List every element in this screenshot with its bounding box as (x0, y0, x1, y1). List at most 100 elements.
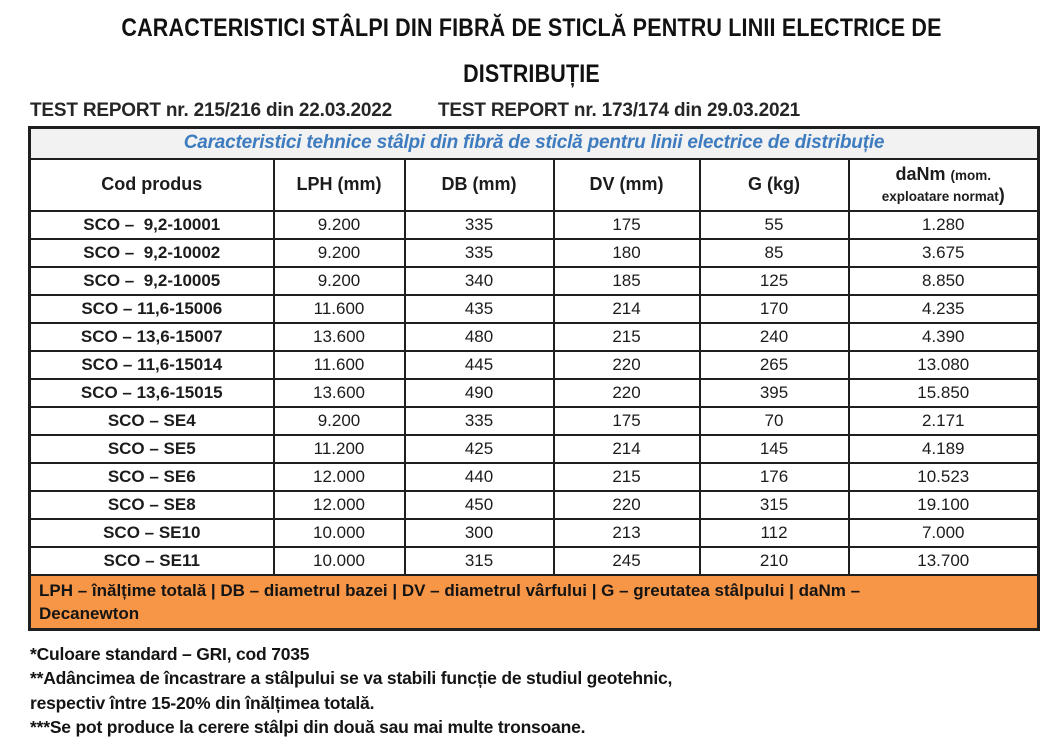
value-cell: 220 (552, 349, 701, 380)
value-cell: 220 (552, 489, 701, 520)
value-cell: 12.000 (272, 461, 406, 492)
value-cell: 2.171 (847, 405, 1040, 436)
value-cell: 335 (403, 237, 555, 268)
table-caption-row: Caracteristici tehnice stâlpi din fibră … (28, 126, 1040, 160)
value-cell: 10.000 (272, 545, 406, 576)
value-cell: 240 (698, 321, 850, 352)
value-cell: 335 (403, 209, 555, 240)
col-header-danm: daNm (mom. exploatare normat) (847, 157, 1040, 212)
table-caption: Caracteristici tehnice stâlpi din fibră … (28, 126, 1040, 160)
value-cell: 185 (552, 265, 701, 296)
product-code-cell: SCO – 13,6-15007 (28, 321, 275, 352)
document-title: CARACTERISTICI STÂLPI DIN FIBRĂ DE STICL… (0, 0, 1063, 97)
value-cell: 210 (698, 545, 850, 576)
col-header-cod-produs: Cod produs (28, 157, 275, 212)
product-code-cell: SCO – 9,2-10005 (28, 265, 275, 296)
value-cell: 10.000 (272, 517, 406, 548)
value-cell: 265 (698, 349, 850, 380)
value-cell: 85 (698, 237, 850, 268)
product-code-cell: SCO – 9,2-10002 (28, 237, 275, 268)
table-legend-row: LPH – înălțime totală | DB – diametrul b… (28, 573, 1040, 630)
value-cell: 490 (403, 377, 555, 408)
value-cell: 215 (552, 321, 701, 352)
danm-label: daNm (895, 163, 946, 184)
value-cell: 112 (698, 517, 850, 548)
value-cell: 435 (403, 293, 555, 324)
value-cell: 13.600 (272, 321, 406, 352)
danm-sub-label-1: (mom. (950, 167, 992, 183)
product-code-cell: SCO – 11,6-15006 (28, 293, 275, 324)
table-row: SCO – SE10 10.000 300 213 112 7.000 (28, 517, 1040, 548)
value-cell: 445 (403, 349, 555, 380)
table-body: SCO – 9,2-10001 9.200 335 175 55 1.280 SCO – 9… (28, 209, 1040, 576)
footnote-color-standard: *Culoare standard – GRI, cod 7035 (30, 643, 310, 664)
col-header-lph: LPH (mm) (272, 157, 406, 212)
test-report-1: TEST REPORT nr. 215/216 din 22.03.2022 (30, 100, 393, 121)
table-row: SCO – SE11 10.000 315 245 210 13.700 (28, 545, 1040, 576)
value-cell: 125 (698, 265, 850, 296)
value-cell: 315 (698, 489, 850, 520)
value-cell: 7.000 (847, 517, 1040, 548)
value-cell: 175 (552, 405, 701, 436)
value-cell: 440 (403, 461, 555, 492)
col-header-dv: DV (mm) (552, 157, 701, 212)
value-cell: 315 (403, 545, 555, 576)
value-cell: 450 (403, 489, 555, 520)
product-code-cell: SCO – SE8 (28, 489, 275, 520)
value-cell: 8.850 (847, 265, 1040, 296)
value-cell: 1.280 (847, 209, 1040, 240)
col-header-db: DB (mm) (403, 157, 555, 212)
document-title-line-1: CARACTERISTICI STÂLPI DIN FIBRĂ DE STICL… (121, 14, 942, 42)
danm-paren: ) (998, 184, 1005, 205)
table-row: SCO – SE6 12.000 440 215 176 10.523 (28, 461, 1040, 492)
table-row: SCO – 11,6-15006 11.600 435 214 170 4.235 (28, 293, 1040, 324)
value-cell: 4.189 (847, 433, 1040, 464)
value-cell: 300 (403, 517, 555, 548)
value-cell: 11.200 (272, 433, 406, 464)
value-cell: 480 (403, 321, 555, 352)
value-cell: 13.700 (847, 545, 1040, 576)
value-cell: 11.600 (272, 293, 406, 324)
col-header-g: G (kg) (698, 157, 850, 212)
table-row: SCO – SE8 12.000 450 220 315 19.100 (28, 489, 1040, 520)
test-reports-line: TEST REPORT nr. 215/216 din 22.03.2022 T… (30, 100, 1063, 122)
product-code-cell: SCO – SE11 (28, 545, 275, 576)
table-row: SCO – 9,2-10005 9.200 340 185 125 8.850 (28, 265, 1040, 296)
test-report-2: TEST REPORT nr. 173/174 din 29.03.2021 (438, 100, 801, 121)
table-row: SCO – 9,2-10001 9.200 335 175 55 1.280 (28, 209, 1040, 240)
value-cell: 170 (698, 293, 850, 324)
product-code-cell: SCO – SE5 (28, 433, 275, 464)
product-code-cell: SCO – SE6 (28, 461, 275, 492)
value-cell: 70 (698, 405, 850, 436)
value-cell: 213 (552, 517, 701, 548)
product-code-cell: SCO – 9,2-10001 (28, 209, 275, 240)
danm-sub-label-2: exploatare normat (881, 188, 999, 204)
value-cell: 176 (698, 461, 850, 492)
value-cell: 12.000 (272, 489, 406, 520)
value-cell: 15.850 (847, 377, 1040, 408)
value-cell: 9.200 (272, 405, 406, 436)
value-cell: 214 (552, 433, 701, 464)
value-cell: 215 (552, 461, 701, 492)
product-code-cell: SCO – SE4 (28, 405, 275, 436)
table-row: SCO – SE4 9.200 335 175 70 2.171 (28, 405, 1040, 436)
value-cell: 335 (403, 405, 555, 436)
value-cell: 340 (403, 265, 555, 296)
table-row: SCO – 9,2-10002 9.200 335 180 85 3.675 (28, 237, 1040, 268)
value-cell: 245 (552, 545, 701, 576)
spec-table: Caracteristici tehnice stâlpi din fibră … (28, 126, 1040, 631)
value-cell: 4.235 (847, 293, 1040, 324)
value-cell: 10.523 (847, 461, 1040, 492)
value-cell: 145 (698, 433, 850, 464)
product-code-cell: SCO – 11,6-15014 (28, 349, 275, 380)
table-header-row: Cod produs LPH (mm) DB (mm) DV (mm) G (k… (28, 157, 1040, 212)
value-cell: 3.675 (847, 237, 1040, 268)
product-code-cell: SCO – 13,6-15015 (28, 377, 275, 408)
value-cell: 11.600 (272, 349, 406, 380)
value-cell: 4.390 (847, 321, 1040, 352)
value-cell: 395 (698, 377, 850, 408)
value-cell: 220 (552, 377, 701, 408)
value-cell: 9.200 (272, 209, 406, 240)
footnotes: *Culoare standard – GRI, cod 7035 **Adân… (30, 642, 1063, 740)
